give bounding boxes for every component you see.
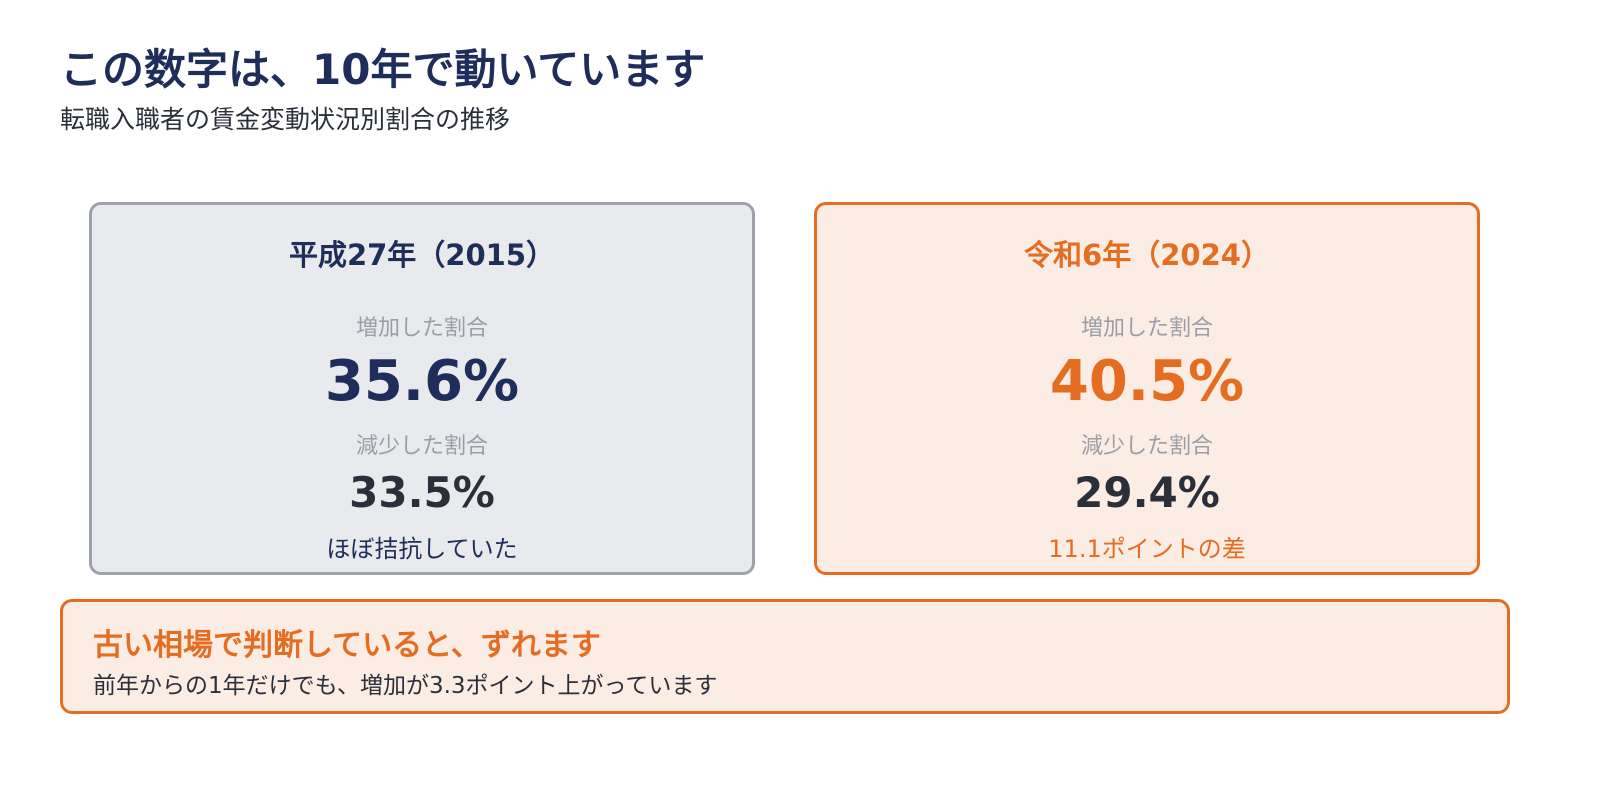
- decrease-label: 減少した割合: [355, 434, 488, 459]
- increase-value: 40.5%: [1049, 349, 1245, 414]
- decrease-label: 減少した割合: [1080, 434, 1213, 459]
- increase-label: 増加した割合: [1080, 316, 1213, 341]
- card-note: 11.1ポイントの差: [1048, 535, 1246, 563]
- card-title: 令和6年（2024）: [1024, 238, 1270, 272]
- callout-body: 前年からの1年だけでも、増加が3.3ポイント上がっています: [93, 673, 718, 699]
- page-subtitle: 転職入職者の賃金変動状況別割合の推移: [60, 105, 511, 134]
- card-title: 平成27年（2015）: [288, 238, 556, 272]
- card-note: ほぼ拮抗していた: [326, 535, 518, 563]
- page-title: この数字は、10年で動いています: [60, 45, 706, 94]
- increase-value: 35.6%: [324, 349, 520, 414]
- card-2015: 平成27年（2015） 増加した割合 35.6% 減少した割合 33.5% ほぼ…: [89, 202, 755, 575]
- card-2024: 令和6年（2024） 増加した割合 40.5% 減少した割合 29.4% 11.…: [814, 202, 1480, 575]
- increase-label: 増加した割合: [355, 316, 488, 341]
- callout-title: 古い相場で判断していると、ずれます: [93, 628, 601, 663]
- decrease-value: 29.4%: [1074, 468, 1220, 517]
- callout-box: 古い相場で判断していると、ずれます 前年からの1年だけでも、増加が3.3ポイント…: [60, 599, 1510, 714]
- decrease-value: 33.5%: [349, 468, 495, 517]
